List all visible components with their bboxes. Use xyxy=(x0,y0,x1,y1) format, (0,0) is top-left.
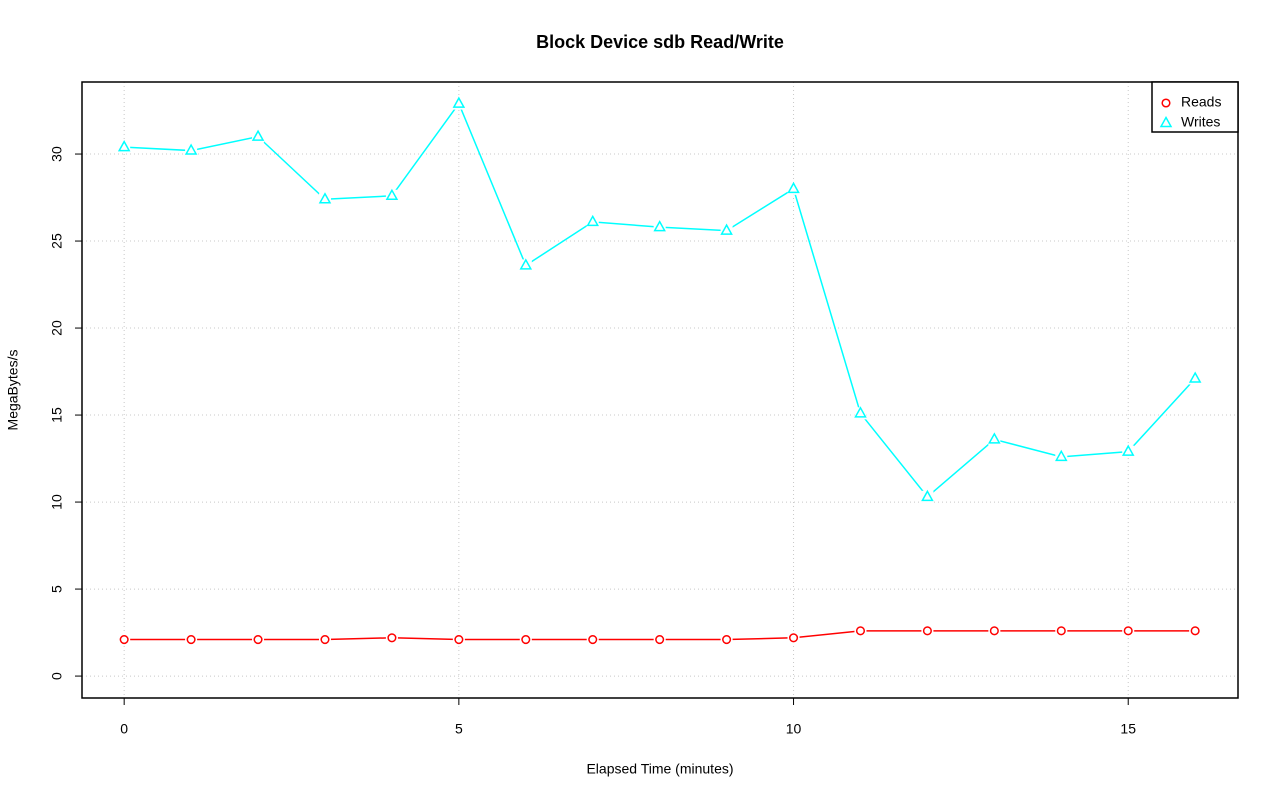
legend-marker xyxy=(1159,115,1173,128)
legend-label: Writes xyxy=(1181,114,1220,130)
data-point xyxy=(586,214,600,227)
y-tick-label: 20 xyxy=(49,320,65,336)
data-point xyxy=(186,634,196,645)
x-tick-label: 5 xyxy=(455,721,463,737)
data-point xyxy=(653,220,666,232)
data-point xyxy=(385,188,399,201)
data-point xyxy=(251,129,265,141)
data-point xyxy=(855,626,866,636)
legend-label: Reads xyxy=(1181,94,1221,110)
data-point xyxy=(921,489,934,502)
data-point xyxy=(655,634,665,645)
data-point xyxy=(788,633,799,643)
data-point xyxy=(1188,371,1202,383)
data-point xyxy=(1190,626,1200,636)
data-point xyxy=(1055,449,1068,462)
x-tick-label: 10 xyxy=(786,721,802,737)
data-point xyxy=(854,406,867,418)
data-point xyxy=(722,634,732,645)
data-point xyxy=(1121,444,1135,456)
data-point xyxy=(117,140,131,152)
plot-frame xyxy=(81,81,1239,699)
data-point xyxy=(521,634,531,645)
x-tick-label: 0 xyxy=(120,721,128,737)
data-point xyxy=(922,626,932,636)
y-tick-label: 30 xyxy=(49,146,65,162)
marker-bg xyxy=(118,633,131,646)
data-point xyxy=(387,633,397,643)
data-point xyxy=(454,634,464,645)
y-tick-label: 15 xyxy=(49,407,65,423)
data-point xyxy=(519,258,533,270)
data-point xyxy=(988,432,1001,444)
data-point xyxy=(119,634,129,645)
data-point xyxy=(320,634,330,645)
data-point xyxy=(1123,626,1133,636)
data-point xyxy=(253,634,263,645)
x-axis-label: Elapsed Time (minutes) xyxy=(586,761,733,777)
x-tick-label: 15 xyxy=(1120,721,1136,737)
y-tick-label: 5 xyxy=(49,585,65,593)
chart-title: Block Device sdb Read/Write xyxy=(536,32,784,52)
y-tick-label: 0 xyxy=(49,672,65,680)
data-point xyxy=(452,96,466,108)
y-tick-label: 10 xyxy=(49,494,65,510)
y-axis-label: MegaBytes/s xyxy=(5,350,21,431)
data-point xyxy=(720,223,733,235)
data-point xyxy=(588,634,598,645)
y-tick-label: 25 xyxy=(49,233,65,249)
legend-marker xyxy=(1161,98,1171,108)
data-point xyxy=(318,192,332,204)
data-point xyxy=(1056,626,1066,636)
data-point xyxy=(989,626,999,636)
marker-bg xyxy=(118,141,131,154)
data-point xyxy=(787,181,800,194)
data-point xyxy=(184,143,198,155)
